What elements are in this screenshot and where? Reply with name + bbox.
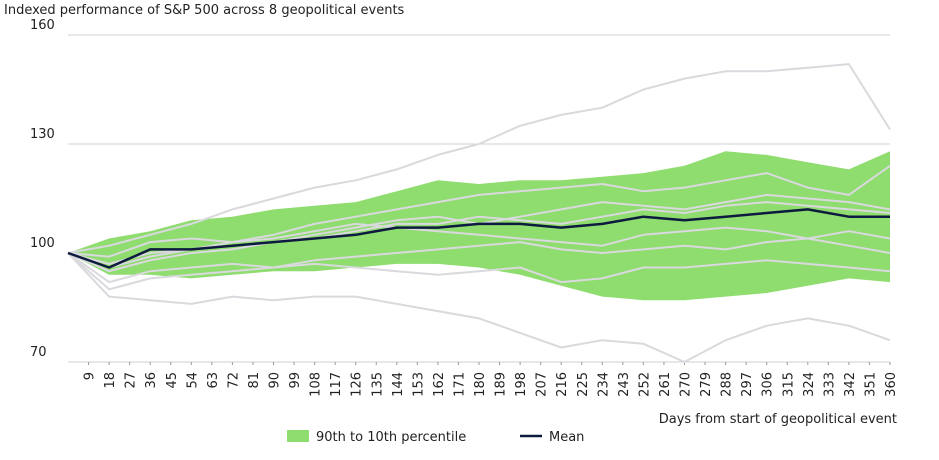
x-tick-label: 153: [411, 372, 426, 397]
x-tick-label: 198: [514, 372, 529, 397]
event-line: [67, 252, 891, 291]
chart-title: Indexed performance of S&P 500 across 8 …: [4, 3, 405, 18]
legend-label: Mean: [549, 430, 584, 445]
x-tick-label: 342: [843, 372, 858, 397]
x-tick-label: 225: [576, 372, 591, 397]
x-tick-label: 324: [802, 372, 817, 397]
x-tick-label: 189: [494, 372, 509, 397]
x-tick-label: 207: [535, 372, 550, 397]
x-tick-label: 252: [637, 372, 652, 397]
x-tick-label: 243: [617, 372, 632, 397]
event-line: [67, 63, 891, 254]
x-tick-label: 81: [247, 372, 262, 389]
x-tick-label: 270: [679, 372, 694, 397]
x-tick-label: 162: [432, 372, 447, 397]
x-tick-label: 117: [329, 372, 344, 397]
x-tick-label: 288: [720, 372, 735, 397]
x-tick-label: 144: [391, 372, 406, 397]
x-tick-label: 63: [206, 372, 221, 389]
legend-label: 90th to 10th percentile: [316, 430, 466, 445]
x-tick-label: 297: [740, 372, 755, 397]
y-tick-label: 70: [30, 345, 47, 360]
x-tick-label: 180: [473, 372, 488, 397]
x-tick-label: 126: [350, 372, 365, 397]
x-tick-label: 99: [288, 372, 303, 389]
x-tick-label: 261: [658, 372, 673, 397]
x-tick-label: 36: [144, 372, 159, 389]
x-tick-label: 9: [83, 372, 98, 380]
x-tick-label: 27: [124, 372, 139, 389]
x-tick-label: 333: [822, 372, 837, 397]
mean-line: [67, 208, 890, 269]
x-tick-label: 306: [761, 372, 776, 397]
legend-swatch: [287, 430, 309, 442]
x-tick-label: 18: [103, 372, 118, 389]
x-tick-label: 360: [884, 372, 899, 397]
x-tick-label: 234: [596, 372, 611, 397]
x-tick-label: 279: [699, 372, 714, 397]
event-line: [67, 222, 891, 258]
x-tick-label: 351: [863, 372, 878, 397]
x-tick-label: 90: [268, 372, 283, 389]
y-tick-label: 100: [30, 236, 55, 251]
x-tick-label: 45: [165, 372, 180, 389]
event-line: [67, 252, 891, 363]
y-tick-label: 160: [30, 18, 55, 33]
x-tick-label: 315: [781, 372, 796, 397]
x-tick-label: 216: [555, 372, 570, 397]
x-tick-label: 72: [226, 372, 241, 389]
x-axis-title: Days from start of geopolitical event: [659, 412, 897, 427]
event-line: [67, 237, 891, 284]
x-tick-label: 171: [452, 372, 467, 397]
x-tick-label: 108: [309, 372, 324, 397]
y-tick-label: 130: [30, 127, 55, 142]
x-tick-label: 135: [370, 372, 385, 397]
x-tick-label: 54: [185, 372, 200, 389]
